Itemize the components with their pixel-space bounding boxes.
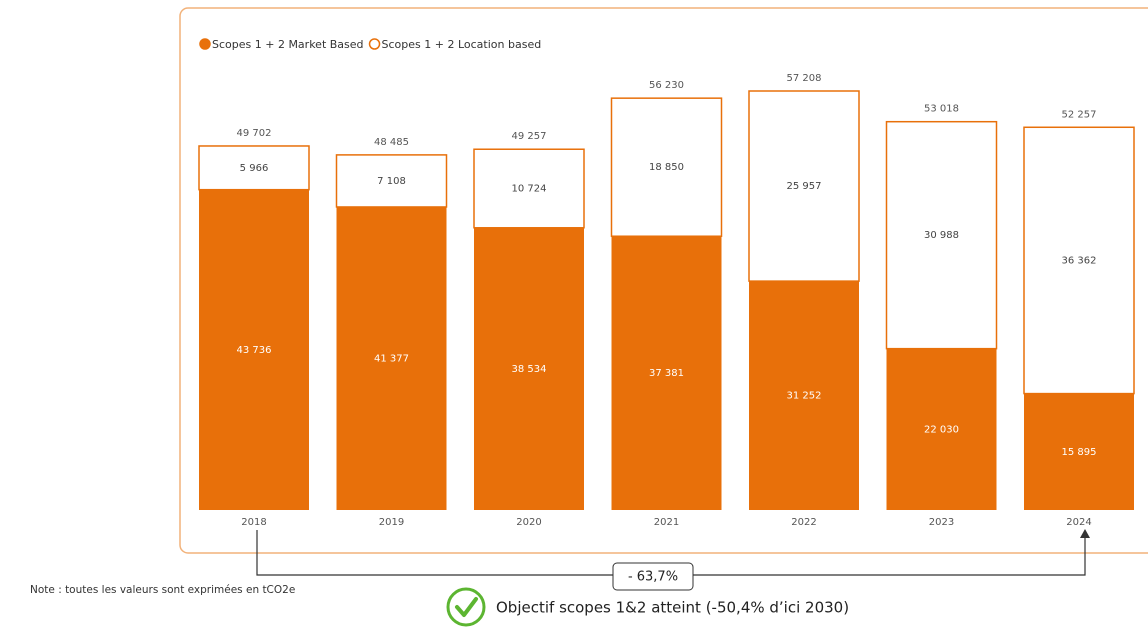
x-tick-label: 2021 — [654, 517, 679, 528]
bar-segment — [198, 145, 310, 191]
bar-segment — [474, 227, 584, 510]
bar-segment — [199, 189, 309, 510]
value-label: 25 957 — [787, 181, 822, 192]
chart-frame — [179, 7, 1148, 554]
total-label: 48 485 — [374, 137, 409, 148]
bar-segment — [748, 90, 860, 282]
value-label: 38 534 — [512, 364, 547, 375]
value-label: 18 850 — [649, 162, 684, 173]
bar-segment — [1024, 393, 1134, 510]
arrow-head — [1080, 529, 1090, 538]
value-label: 15 895 — [1062, 447, 1097, 458]
objective: Objectif scopes 1&2 atteint (-50,4% d’ic… — [496, 599, 849, 617]
total-label: 52 257 — [1062, 109, 1097, 120]
bar-segment — [1023, 126, 1135, 395]
total-label: 49 257 — [512, 131, 547, 142]
value-label: 10 724 — [512, 184, 547, 195]
x-tick-label: 2023 — [929, 517, 954, 528]
value-label: 41 377 — [374, 353, 409, 364]
value-label: 5 966 — [240, 163, 269, 174]
bar-segment — [611, 236, 722, 511]
bar-segment — [886, 348, 997, 510]
value-label: 31 252 — [787, 391, 822, 402]
change-box — [612, 562, 694, 591]
value-label: 36 362 — [1062, 255, 1097, 266]
value-label: 30 988 — [924, 230, 959, 241]
x-tick-label: 2018 — [241, 517, 266, 528]
x-tick-label: 2020 — [516, 517, 541, 528]
total-label: 53 018 — [924, 104, 959, 115]
value-label: 22 030 — [924, 424, 959, 435]
change-label: - 63,7% — [628, 570, 678, 585]
check-mark — [455, 597, 478, 617]
x-tick-label: 2024 — [1066, 517, 1091, 528]
total-label: 57 208 — [787, 73, 822, 84]
value-label: 37 381 — [649, 368, 684, 379]
bar-segment — [885, 120, 998, 350]
x-tick-label: 2019 — [379, 517, 404, 528]
legend-marker — [199, 38, 211, 50]
note: Note : toutes les valeurs sont exprimées… — [30, 584, 295, 596]
legend-marker — [368, 38, 381, 50]
bar-segment — [610, 97, 723, 237]
bar-segment — [335, 154, 448, 208]
legend: Scopes 1 + 2 Market Based Scopes 1 + 2 Lo… — [199, 38, 542, 51]
bar-segment — [749, 281, 859, 510]
value-label: 43 736 — [237, 345, 272, 356]
x-tick-label: 2022 — [791, 517, 816, 528]
bar-segment — [473, 148, 585, 229]
value-label: 7 108 — [377, 176, 406, 187]
total-label: 49 702 — [237, 128, 272, 139]
bar-segment — [336, 206, 447, 510]
total-label: 56 230 — [649, 80, 684, 91]
legend-label: Scopes 1 + 2 Market Based — [212, 38, 364, 51]
check-icon — [446, 587, 486, 627]
legend-label: Scopes 1 + 2 Location based — [382, 38, 542, 51]
